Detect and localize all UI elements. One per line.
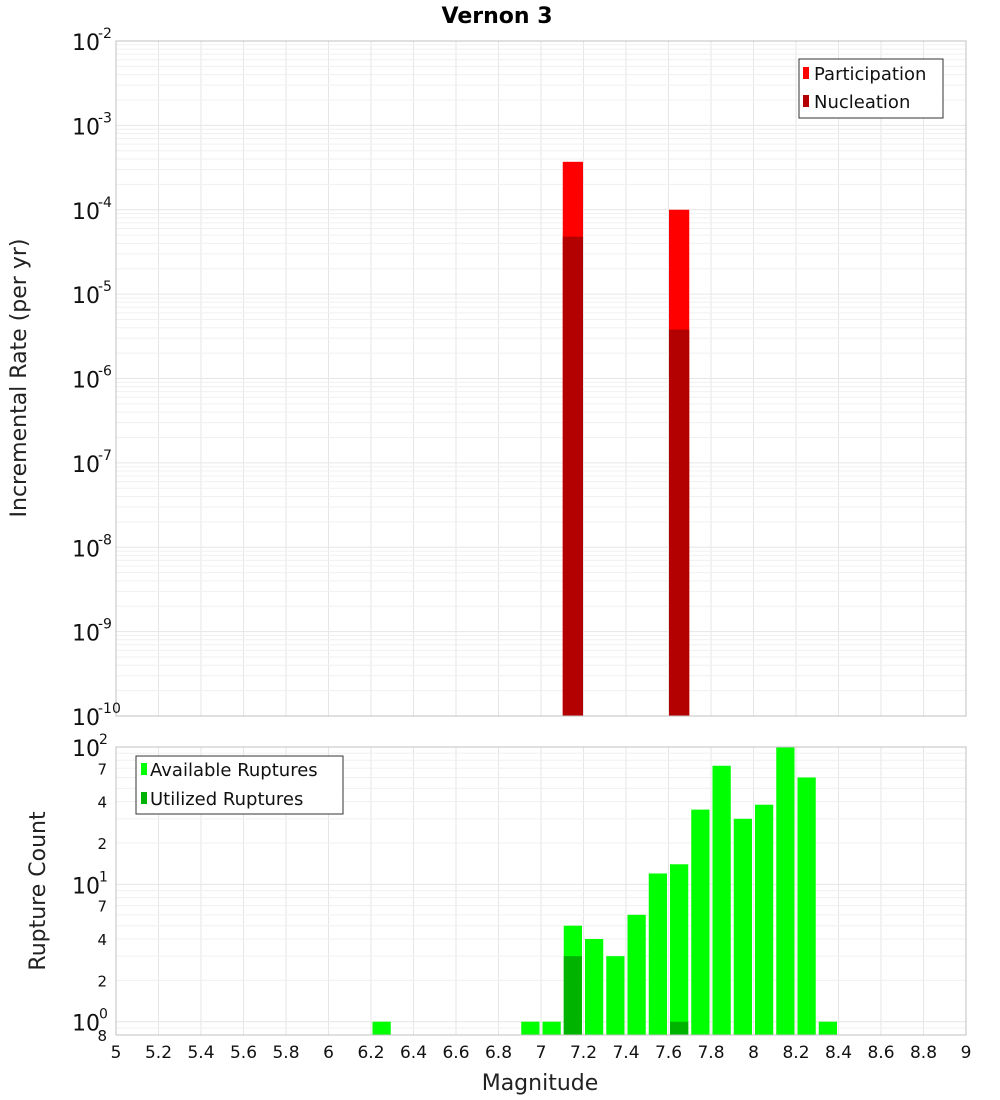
y-tick-label-exp: 2 xyxy=(99,732,108,748)
bar-available-ruptures-8.35 xyxy=(818,1021,837,1035)
y-minor-tick-label: 2 xyxy=(97,972,107,990)
x-tick-label: 6 xyxy=(323,1043,334,1063)
legend-swatch-nucleation xyxy=(803,95,809,107)
y-minor-tick-label: 7 xyxy=(97,760,107,778)
y-tick-label-base: 10 xyxy=(72,737,100,762)
x-tick-label: 7.8 xyxy=(697,1043,724,1063)
x-tick-label: 8.2 xyxy=(782,1043,809,1063)
bar-available-ruptures-7.65 xyxy=(670,864,689,1035)
y-tick-label-base: 10 xyxy=(72,706,100,731)
bar-available-ruptures-7.25 xyxy=(585,939,604,1035)
bottom-legend: Available Ruptures Utilized Ruptures xyxy=(135,755,344,815)
bar-available-ruptures-7.05 xyxy=(542,1021,561,1035)
bar-available-ruptures-7.75 xyxy=(691,809,710,1035)
y-tick-label-exp: -7 xyxy=(98,448,112,464)
y-tick-label-exp: -8 xyxy=(98,532,112,548)
x-tick-label: 7.6 xyxy=(655,1043,682,1063)
y-tick-label-base: 10 xyxy=(72,874,100,899)
x-tick-label: 9 xyxy=(961,1043,972,1063)
x-tick-label: 8 xyxy=(748,1043,759,1063)
bar-nucleation-7.65 xyxy=(669,329,690,716)
x-tick-label: 5.8 xyxy=(272,1043,299,1063)
x-tick-label: 5 xyxy=(111,1043,122,1063)
top-plot-frame xyxy=(115,40,967,717)
x-tick-label: 8.8 xyxy=(910,1043,937,1063)
legend-swatch-available-ruptures xyxy=(141,763,147,775)
y-minor-tick-label: 7 xyxy=(97,898,107,916)
x-tick-label: 7.4 xyxy=(612,1043,639,1063)
bar-available-ruptures-8.15 xyxy=(776,747,795,1035)
top-legend-box xyxy=(798,58,944,119)
legend-label-available-ruptures: Available Ruptures xyxy=(150,760,318,781)
y-tick-label-base: 10 xyxy=(72,31,100,56)
y-tick-label-exp: -2 xyxy=(98,26,112,42)
legend-label-utilized-ruptures: Utilized Ruptures xyxy=(150,789,303,810)
bar-available-ruptures-8.25 xyxy=(797,777,816,1035)
y-tick-label-exp: -9 xyxy=(98,617,112,633)
x-tick-label: 6.4 xyxy=(400,1043,427,1063)
y-minor-tick-label: 4 xyxy=(97,794,107,812)
x-axis-label: Magnitude xyxy=(482,1071,599,1096)
bar-utilized-ruptures-7.65 xyxy=(670,1021,689,1035)
y-tick-label-base: 10 xyxy=(72,622,100,647)
bar-available-ruptures-6.25 xyxy=(372,1021,391,1035)
bar-utilized-ruptures-7.15 xyxy=(563,956,582,1035)
y-tick-label-exp: -6 xyxy=(98,364,112,380)
y-tick-label-base: 10 xyxy=(72,284,100,309)
bottom-plot-frame xyxy=(115,746,967,1036)
y-tick-label-base: 10 xyxy=(72,200,100,225)
y-minor-tick-label: 8 xyxy=(97,1027,107,1045)
bottom-y-axis-label: Rupture Count xyxy=(26,811,51,971)
x-tick-label: 5.6 xyxy=(230,1043,257,1063)
x-tick-label: 7 xyxy=(536,1043,547,1063)
y-tick-label-exp: -3 xyxy=(98,110,112,126)
y-tick-label-base: 10 xyxy=(72,537,100,562)
top-panel: 10-210-310-410-510-610-710-810-910-10 In… xyxy=(7,26,967,731)
y-tick-label-base: 10 xyxy=(72,1012,100,1037)
legend-swatch-participation xyxy=(803,67,809,79)
bar-available-ruptures-7.55 xyxy=(648,873,667,1035)
bar-available-ruptures-8.05 xyxy=(755,804,774,1035)
bar-available-ruptures-7.95 xyxy=(733,818,752,1035)
legend-swatch-utilized-ruptures xyxy=(141,792,147,804)
x-tick-label: 6.2 xyxy=(357,1043,384,1063)
bottom-legend-box xyxy=(135,755,344,815)
y-minor-tick-label: 4 xyxy=(97,931,107,949)
top-y-axis-label: Incremental Rate (per yr) xyxy=(7,239,32,518)
bar-available-ruptures-7.45 xyxy=(627,914,646,1035)
x-tick-label: 5.2 xyxy=(145,1043,172,1063)
bar-available-ruptures-6.95 xyxy=(521,1021,540,1035)
x-tick-label: 8.6 xyxy=(867,1043,894,1063)
bar-available-ruptures-7.35 xyxy=(606,956,625,1035)
legend-label-participation: Participation xyxy=(814,64,926,85)
top-legend: Participation Nucleation xyxy=(798,58,944,119)
y-tick-label-exp: 1 xyxy=(99,869,108,885)
x-tick-label: 8.4 xyxy=(825,1043,852,1063)
bar-available-ruptures-7.85 xyxy=(712,765,731,1035)
top-y-ticks: 10-210-310-410-510-610-710-810-910-10 xyxy=(72,26,121,731)
y-tick-label-exp: 0 xyxy=(99,1007,108,1023)
y-tick-label-base: 10 xyxy=(72,115,100,140)
x-tick-label: 6.8 xyxy=(485,1043,512,1063)
legend-label-nucleation: Nucleation xyxy=(814,92,910,113)
y-minor-tick-label: 2 xyxy=(97,835,107,853)
top-bars xyxy=(562,161,690,716)
top-grid xyxy=(115,40,967,717)
x-tick-label: 5.4 xyxy=(187,1043,214,1063)
y-tick-label-exp: -10 xyxy=(98,701,121,717)
x-tick-label: 6.6 xyxy=(442,1043,469,1063)
x-tick-label: 7.2 xyxy=(570,1043,597,1063)
y-tick-label-base: 10 xyxy=(72,453,100,478)
y-tick-label-base: 10 xyxy=(72,369,100,394)
bottom-bars xyxy=(372,747,837,1035)
y-tick-label-exp: -4 xyxy=(98,195,112,211)
bar-nucleation-7.15 xyxy=(562,236,583,716)
y-tick-label-exp: -5 xyxy=(98,279,112,295)
chart-title: Vernon 3 xyxy=(442,4,553,29)
x-ticks: 5 5.2 5.4 5.6 5.8 6 6.2 6.4 6.6 6.8 7 7.2 7.4 7.6 7.8 8… xyxy=(111,1043,972,1063)
